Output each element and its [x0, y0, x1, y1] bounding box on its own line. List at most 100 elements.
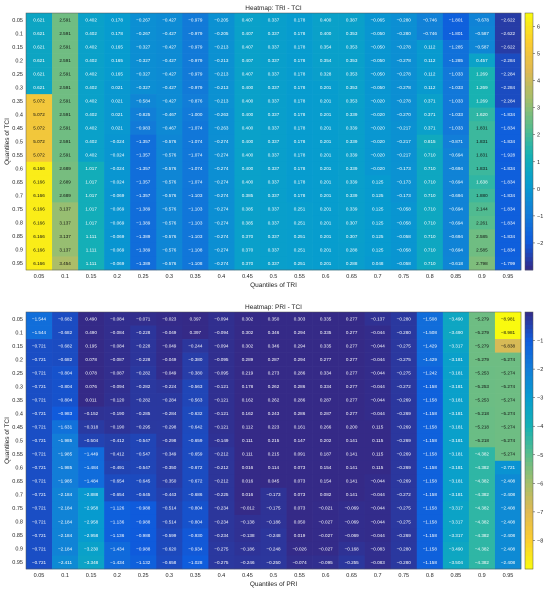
cell-value-label: 0.294: [294, 343, 306, 348]
cell-value-label: −1.389: [136, 220, 151, 225]
cell-value-label: −4.382: [475, 452, 490, 457]
cell-value-label: 0.710: [424, 180, 436, 185]
colorbar-segment: [525, 30, 533, 35]
colorbar-segment: [525, 380, 533, 386]
y-tick-label: 0.65: [12, 479, 23, 485]
colorbar-segment: [525, 436, 533, 441]
heatmap-cell: [338, 53, 365, 68]
colorbar-segment: [525, 483, 533, 489]
y-tick-label: 0.85: [12, 533, 23, 539]
cell-value-label: −5.274: [501, 384, 516, 389]
x-tick-label: 0.4: [218, 274, 226, 280]
cell-value-label: −0.269: [397, 479, 412, 484]
heatmap-cell: [208, 325, 235, 340]
colorbar-segment: [525, 13, 533, 18]
cell-value-label: −0.804: [188, 519, 203, 524]
heatmap-2: Heatmap: PRI - TCI −1.544 −0.682 0.490 −0.08…: [4, 304, 543, 588]
heatmap-cell: [260, 312, 287, 326]
cell-value-label: −0.186: [240, 546, 255, 551]
cell-value-label: −1.103: [188, 207, 203, 212]
cell-value-label: 6.166: [33, 207, 45, 212]
cell-value-label: −0.138: [240, 533, 255, 538]
heatmap-cell: [260, 121, 287, 136]
cell-value-label: −0.275: [397, 370, 412, 375]
cell-value-label: −1.834: [501, 193, 516, 198]
x-tick-label: 0.2: [113, 573, 121, 579]
heatmap-cell: [182, 53, 209, 68]
y-tick-label: 0.6: [15, 167, 23, 173]
cell-value-label: −1.357: [136, 180, 151, 185]
cell-value-label: −0.979: [188, 17, 203, 22]
heatmap-cell: [26, 53, 53, 68]
heatmap-cell: [312, 242, 339, 257]
cell-value-label: −0.058: [397, 207, 412, 212]
heatmap-cell: [494, 107, 522, 122]
heatmap-cell: [208, 121, 235, 136]
heatmap-cell: [104, 215, 131, 230]
cell-value-label: −0.721: [32, 492, 47, 497]
cell-value-label: 0.200: [346, 425, 358, 430]
heatmap-cell: [286, 26, 313, 41]
cell-value-label: 0.370: [242, 261, 254, 266]
cell-value-label: −3.317: [449, 506, 464, 511]
colorbar-segment: [525, 192, 533, 198]
cell-value-label: −0.350: [162, 479, 177, 484]
heatmap-cell: [286, 175, 313, 190]
heatmap-cell: [312, 312, 339, 326]
cell-value-label: 1.880: [476, 193, 488, 198]
cell-value-label: 0.021: [111, 112, 123, 117]
cell-value-label: −0.547: [136, 465, 151, 470]
colorbar-segment: [525, 547, 533, 553]
cell-value-label: −1.103: [188, 220, 203, 225]
heatmap-cell: [494, 53, 522, 68]
y-tick-label: 0.85: [12, 234, 23, 240]
heatmap-cell: [494, 242, 522, 257]
heatmap-cell: [156, 242, 183, 257]
cell-value-label: −0.721: [32, 533, 47, 538]
heatmap-cell: [104, 339, 131, 353]
cell-value-label: 0.011: [86, 398, 98, 403]
colorbar-segment: [525, 354, 533, 360]
heatmap-cell: [260, 13, 287, 27]
heatmap-cell: [78, 161, 105, 176]
cell-value-label: −0.350: [162, 465, 177, 470]
colorbar-segment: [525, 231, 533, 237]
cell-value-label: 2.261: [476, 220, 488, 225]
heatmap-cell: [52, 94, 79, 108]
heatmap-cell: [494, 134, 522, 149]
heatmap-cell: [442, 13, 470, 27]
y-tick-label: 0.7: [15, 493, 23, 499]
cell-value-label: −0.282: [136, 384, 151, 389]
cell-value-label: 0.371: [424, 112, 436, 117]
colorbar-segment: [525, 367, 533, 373]
cell-value-label: −0.024: [110, 139, 125, 144]
colorbar-segment: [525, 132, 533, 138]
colorbar-tick-label: −5: [537, 453, 543, 459]
cell-value-label: −1.158: [423, 438, 438, 443]
colorbar-segment: [525, 410, 533, 416]
cell-value-label: 0.353: [346, 99, 358, 104]
cell-value-label: 0.287: [320, 411, 332, 416]
heatmap-cell: [312, 148, 339, 163]
heatmap-cell: [104, 40, 131, 54]
cell-value-label: −0.694: [449, 247, 464, 252]
cell-value-label: −5.279: [475, 330, 490, 335]
heatmap-cell: [442, 53, 470, 68]
heatmap-cell: [286, 40, 313, 54]
cell-value-label: −1.158: [423, 425, 438, 430]
cell-value-label: −5.218: [475, 425, 490, 430]
cell-value-label: −0.804: [58, 370, 73, 375]
cell-value-label: −0.269: [397, 533, 412, 538]
cell-value-label: 0.402: [85, 139, 97, 144]
heatmap-cell: [312, 40, 339, 54]
x-tick-label: 0.9: [478, 573, 486, 579]
cell-value-label: −0.275: [214, 546, 229, 551]
cell-value-label: 0.385: [242, 207, 254, 212]
colorbar-segment: [525, 500, 533, 506]
cell-value-label: 0.815: [424, 139, 436, 144]
cell-value-label: 0.307: [346, 234, 358, 239]
cell-value-label: −0.069: [110, 234, 125, 239]
cell-value-label: 0.201: [320, 139, 332, 144]
cell-value-label: −1.103: [188, 234, 203, 239]
colorbar-segment: [525, 341, 533, 347]
